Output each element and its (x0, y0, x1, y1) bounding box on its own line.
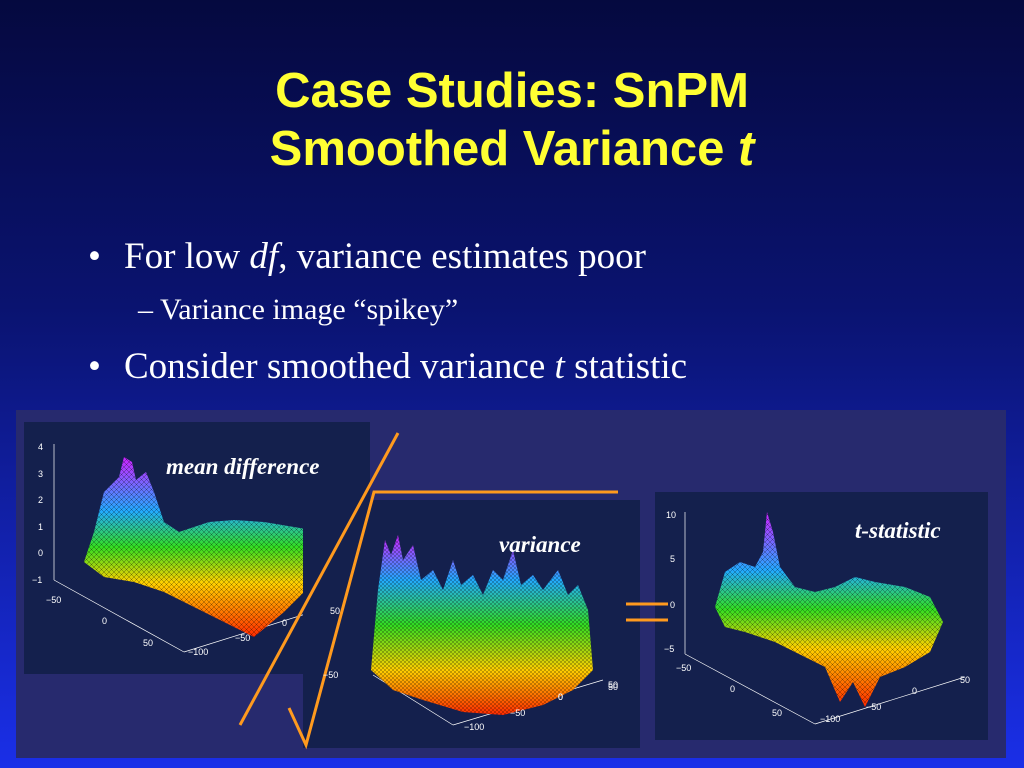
variance-z-tick: −50 (323, 670, 338, 680)
mean-difference-x-tick: −50 (46, 595, 61, 605)
t-statistic-z-tick: 0 (670, 600, 675, 610)
t-statistic-x-tick: −50 (676, 663, 691, 673)
title-line-2: Smoothed Variance t (0, 120, 1024, 178)
sub-bullet-variance-spikey: – Variance image “spikey” (138, 288, 687, 332)
variance-label: variance (499, 532, 581, 557)
variance-y-tick: −100 (464, 722, 484, 732)
bullet-item-smoothed-t: • Consider smoothed variance t statistic (88, 342, 687, 392)
mean-difference-z-tick: 4 (38, 442, 43, 452)
variance-y-tick: 0 (558, 692, 563, 702)
divide-slash (238, 432, 400, 726)
variance-surface (371, 535, 604, 726)
mean-difference-z-tick: 3 (38, 469, 43, 479)
t-statistic-label: t-statistic (855, 518, 941, 543)
bullet-text-em: df (249, 236, 279, 277)
variance-plot: variance (303, 500, 640, 748)
bullet-text-pre: Consider smoothed variance (124, 346, 555, 387)
mean-difference-z-tick: −1 (32, 575, 42, 585)
slide-title: Case Studies: SnPM Smoothed Variance t (0, 62, 1024, 178)
bullet-text-em: t (554, 346, 565, 387)
t-statistic-y-tick: 50 (960, 675, 970, 685)
mean-difference-y-tick: 50 (330, 606, 340, 616)
sqrt-sign (287, 490, 618, 750)
bullet-item-low-df: • For low df, variance estimates poor (88, 232, 687, 282)
mean-difference-x-tick: 0 (102, 616, 107, 626)
bullet-marker: • (88, 346, 101, 387)
variance-y-tick: 50 (608, 680, 618, 690)
bullet-text-pre: For low (124, 236, 250, 277)
title-line-2-text: Smoothed Variance (269, 122, 725, 176)
mean-difference-z-tick: 2 (38, 495, 43, 505)
t-statistic-x-tick: 50 (772, 708, 782, 718)
t-statistic-z-tick: −5 (664, 644, 674, 654)
t-statistic-y-tick: 0 (912, 686, 917, 696)
t-statistic-plot: t-statistic (655, 492, 988, 740)
sub-bullet-text: Variance image “spikey” (159, 293, 459, 326)
bullet-marker: • (88, 236, 101, 277)
bullet-list: • For low df, variance estimates poor – V… (88, 232, 687, 392)
mean-difference-y-tick: 0 (282, 618, 287, 628)
mean-difference-surface (53, 444, 345, 653)
t-statistic-y-tick: −100 (820, 714, 840, 724)
variance-y-tick: −50 (510, 708, 525, 718)
title-line-2-italic: t (738, 122, 755, 176)
variance-x-tick: 0 (558, 692, 563, 702)
t-statistic-x-tick: 0 (730, 684, 735, 694)
mean-difference-z-tick: 0 (38, 548, 43, 558)
mean-difference-y-tick: −100 (188, 647, 208, 657)
t-statistic-z-tick: 5 (670, 554, 675, 564)
mean-difference-z-tick: 1 (38, 522, 43, 532)
variance-x-tick: 50 (608, 682, 618, 692)
t-statistic-surface (684, 512, 966, 725)
bullet-text-post: statistic (564, 346, 688, 387)
bullet-text-post: , variance estimates poor (278, 236, 646, 277)
dash-marker: – (138, 293, 153, 326)
mean-difference-x-tick: 50 (143, 638, 153, 648)
t-statistic-y-tick: −50 (866, 702, 881, 712)
t-statistic-z-tick: 10 (666, 510, 676, 520)
mean-difference-y-tick: −50 (235, 633, 250, 643)
title-line-1: Case Studies: SnPM (275, 64, 749, 118)
mean-difference-label: mean difference (166, 454, 320, 479)
